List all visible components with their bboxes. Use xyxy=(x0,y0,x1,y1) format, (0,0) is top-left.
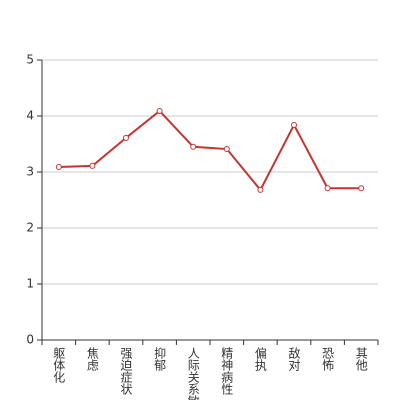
point xyxy=(358,185,365,192)
line xyxy=(58,109,362,192)
x-tick-label: 焦虑 xyxy=(85,347,99,371)
x-tick-label: 偏执 xyxy=(253,346,267,372)
x-tick-label: 强迫症状 xyxy=(119,347,133,395)
y-tick-label: 2 xyxy=(26,221,34,235)
point xyxy=(55,163,62,170)
point xyxy=(89,162,96,169)
point xyxy=(257,186,264,193)
point xyxy=(223,146,230,153)
y-tick-label: 3 xyxy=(26,165,34,179)
x-tick-label: 其他 xyxy=(354,347,368,371)
y-tick-label: 0 xyxy=(26,333,34,347)
x-tick-label: 精神病性 xyxy=(220,347,234,396)
point xyxy=(190,143,197,150)
x-tick-label: 躯体化 xyxy=(52,346,66,384)
y-tick-label: 1 xyxy=(26,277,34,291)
point xyxy=(291,121,297,128)
point xyxy=(123,134,129,141)
y-tick-label: 4 xyxy=(26,109,34,123)
x-tick-label: 人际关系敏感 xyxy=(186,347,200,400)
x-tick-label: 敌对 xyxy=(287,346,301,371)
point xyxy=(156,107,163,114)
x-tick-label: 恐怖 xyxy=(321,347,335,371)
point xyxy=(324,185,331,192)
y-tick-label: 5 xyxy=(26,53,34,67)
x-tick-label: 抑郁 xyxy=(153,346,167,372)
